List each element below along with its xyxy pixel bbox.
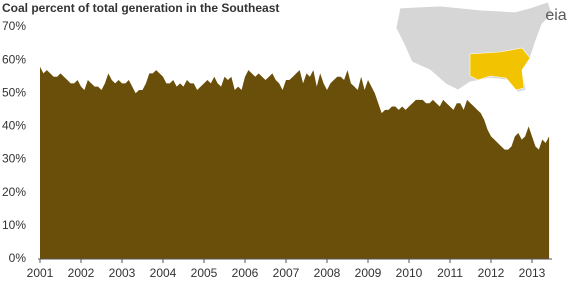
x-tick-label: 2010 [396, 266, 423, 280]
x-tick-label: 2009 [355, 266, 382, 280]
y-tick-label: 0% [9, 251, 27, 265]
x-tick-label: 2013 [519, 266, 546, 280]
x-tick-label: 2006 [232, 266, 259, 280]
x-tick-label: 2005 [191, 266, 218, 280]
area [40, 66, 550, 260]
y-tick-label: 20% [2, 185, 26, 199]
x-tick-label: 2001 [27, 266, 54, 280]
x-tick-label: 2012 [478, 266, 505, 280]
southeast-region [469, 47, 531, 91]
x-tick-label: 2002 [68, 266, 95, 280]
logo: eia [545, 7, 566, 24]
y-tick-label: 60% [2, 52, 26, 66]
y-tick-label: 30% [2, 152, 26, 166]
map [395, 1, 553, 93]
x-tick-label: 2007 [273, 266, 300, 280]
x-tick-label: 2003 [109, 266, 136, 280]
chart-title: Coal percent of total generation in the … [2, 1, 279, 15]
x-tick-label: 2008 [314, 266, 341, 280]
y-tick-label: 40% [2, 119, 26, 133]
x-tick-label: 2011 [437, 266, 463, 280]
us-map [395, 1, 553, 93]
y-tick-label: 50% [2, 85, 26, 99]
x-tick-label: 2004 [150, 266, 177, 280]
y-tick-label: 10% [2, 218, 26, 232]
y-tick-label: 70% [2, 19, 26, 33]
